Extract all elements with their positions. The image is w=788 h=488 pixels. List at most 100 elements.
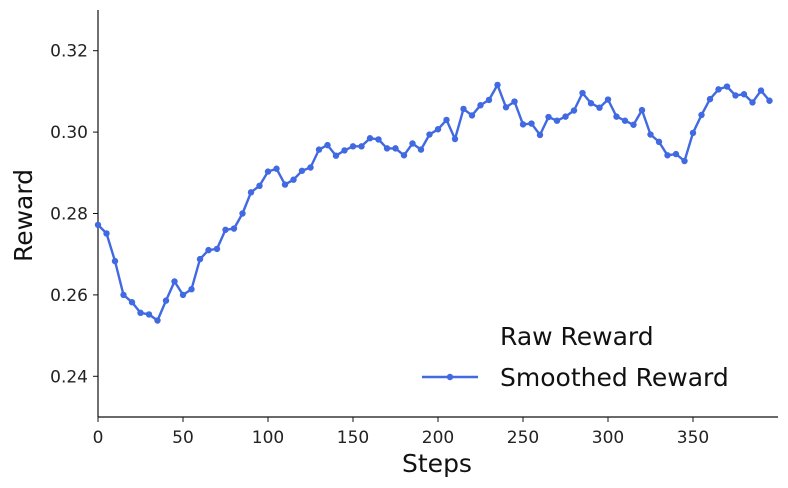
axes bbox=[97, 10, 778, 418]
data-point bbox=[689, 129, 697, 137]
data-point bbox=[239, 210, 246, 217]
data-point bbox=[596, 104, 603, 111]
data-point bbox=[698, 111, 705, 119]
data-point bbox=[579, 89, 586, 97]
y-tick-label: 0.28 bbox=[50, 205, 88, 225]
data-point bbox=[324, 141, 331, 149]
data-point bbox=[715, 86, 722, 93]
data-point bbox=[723, 83, 731, 90]
data-point bbox=[247, 189, 255, 196]
x-tick-label: 200 bbox=[422, 428, 454, 448]
data-point bbox=[111, 257, 119, 265]
data-point bbox=[315, 146, 323, 153]
data-point bbox=[528, 120, 535, 127]
data-point bbox=[630, 121, 637, 128]
data-point bbox=[366, 135, 374, 142]
data-point bbox=[120, 291, 127, 299]
data-point bbox=[443, 116, 450, 124]
data-point bbox=[171, 278, 178, 285]
data-point bbox=[757, 87, 765, 94]
data-point bbox=[451, 135, 459, 143]
series-layer bbox=[94, 81, 773, 324]
data-point bbox=[621, 117, 629, 124]
series-line-smoothed-reward bbox=[97, 83, 771, 322]
data-point bbox=[281, 181, 289, 188]
data-point bbox=[434, 126, 442, 133]
x-tick-label: 350 bbox=[677, 428, 709, 448]
y-axis-label: Reward bbox=[9, 169, 38, 262]
data-point bbox=[264, 168, 272, 175]
data-point bbox=[222, 226, 229, 233]
data-point bbox=[179, 291, 187, 299]
data-point bbox=[460, 105, 467, 113]
data-point bbox=[94, 221, 102, 229]
data-point bbox=[655, 138, 663, 146]
data-point bbox=[613, 113, 620, 120]
data-point bbox=[332, 152, 340, 159]
x-tick-label: 300 bbox=[592, 428, 624, 448]
y-tick-label: 0.26 bbox=[50, 286, 88, 306]
data-point bbox=[485, 96, 493, 104]
data-point bbox=[145, 311, 153, 318]
data-point bbox=[154, 317, 161, 324]
y-tick-label: 0.24 bbox=[50, 367, 88, 387]
data-point bbox=[587, 100, 595, 107]
data-point bbox=[128, 299, 136, 306]
legend-label-raw-reward: Raw Reward bbox=[500, 322, 654, 351]
data-point bbox=[273, 165, 280, 172]
data-point bbox=[196, 255, 204, 263]
x-tick-label: 100 bbox=[252, 428, 284, 448]
data-point bbox=[749, 99, 756, 106]
data-point bbox=[409, 140, 416, 147]
data-point bbox=[358, 143, 365, 150]
data-point bbox=[570, 107, 578, 114]
data-point bbox=[383, 145, 391, 152]
data-point bbox=[766, 97, 773, 104]
data-point bbox=[137, 309, 144, 317]
x-axis-label: Steps bbox=[402, 449, 472, 478]
data-point bbox=[477, 102, 484, 109]
data-point bbox=[502, 104, 510, 111]
data-point bbox=[230, 225, 238, 232]
data-point bbox=[188, 286, 195, 293]
data-point bbox=[545, 113, 552, 121]
data-point bbox=[341, 147, 348, 154]
data-point bbox=[494, 81, 501, 89]
data-point bbox=[256, 182, 263, 190]
data-point bbox=[400, 152, 408, 159]
data-point bbox=[349, 143, 357, 150]
data-point bbox=[375, 136, 382, 143]
data-point bbox=[103, 230, 110, 237]
data-point bbox=[468, 112, 476, 119]
data-point bbox=[553, 117, 561, 124]
data-point bbox=[740, 91, 748, 98]
data-point bbox=[672, 150, 680, 158]
data-point bbox=[562, 113, 569, 120]
data-point bbox=[604, 96, 612, 103]
data-point bbox=[732, 92, 739, 99]
y-tick-label: 0.30 bbox=[50, 123, 88, 143]
data-point bbox=[426, 131, 433, 138]
data-point bbox=[307, 164, 314, 171]
data-point bbox=[519, 121, 527, 128]
ticks: 0 50 100 150 200 250 300 350 0.24 0.26 0.28 0.30 0.3… bbox=[50, 42, 709, 448]
data-point bbox=[162, 297, 170, 304]
data-point bbox=[417, 146, 425, 153]
x-tick-label: 250 bbox=[507, 428, 539, 448]
data-point bbox=[298, 167, 306, 174]
data-point bbox=[638, 106, 646, 114]
x-tick-label: 50 bbox=[172, 428, 194, 448]
data-point bbox=[536, 131, 544, 139]
x-tick-label: 150 bbox=[337, 428, 369, 448]
data-point bbox=[205, 246, 212, 254]
data-point bbox=[290, 176, 297, 183]
y-tick-label: 0.32 bbox=[50, 42, 88, 62]
data-point bbox=[664, 152, 671, 159]
data-point bbox=[511, 98, 518, 105]
data-point bbox=[213, 245, 221, 253]
x-tick-label: 0 bbox=[93, 428, 104, 448]
legend-marker-smoothed-reward bbox=[446, 373, 454, 381]
data-point bbox=[392, 145, 399, 152]
data-point bbox=[647, 131, 654, 138]
